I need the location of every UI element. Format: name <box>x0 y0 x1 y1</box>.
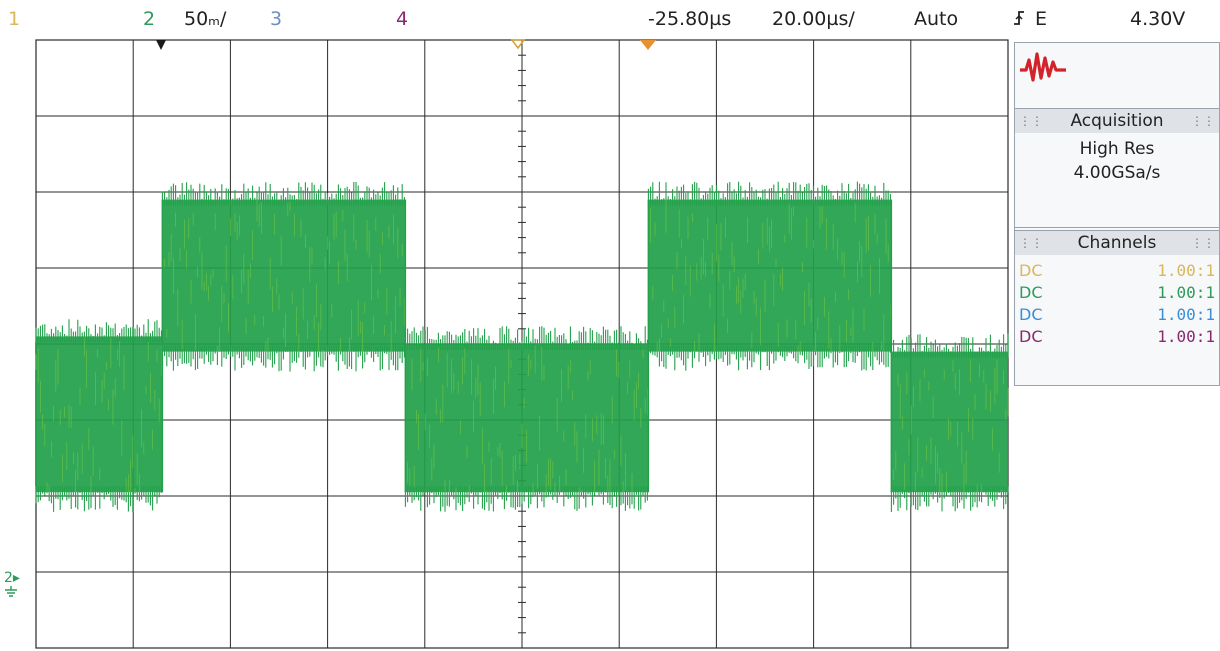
trace-noise <box>161 182 405 372</box>
channel-3-label[interactable]: 3 <box>270 8 283 30</box>
trace-segment <box>405 344 649 493</box>
channels-header[interactable]: ⋮⋮ Channels ⋮⋮ <box>1015 231 1219 255</box>
sample-rate: 4.00GSa/s <box>1073 163 1161 183</box>
status-bar: 1 2 50ₘ/ 3 4 -25.80µs 20.00µs/ Auto E 4.… <box>0 0 1220 40</box>
trace-noise <box>35 319 162 512</box>
probe-ratio: 1.00:1 <box>1157 261 1215 280</box>
waveform-display[interactable] <box>0 0 1010 651</box>
delay-marker-icon[interactable] <box>640 40 656 50</box>
probe-ratio: 1.00:1 <box>1157 327 1215 346</box>
ground-arrow-icon: ▸ <box>12 570 20 586</box>
ground-marker-label: 2 <box>4 570 13 586</box>
channels-title: Channels <box>1077 233 1157 253</box>
grip-icon: ⋮⋮ <box>1019 114 1043 128</box>
probe-ratio: 1.00:1 <box>1157 305 1215 324</box>
trace-segment <box>648 199 892 352</box>
trace-segment <box>891 351 1008 493</box>
channel-coupling: DC <box>1019 261 1043 280</box>
channel-1-label[interactable]: 1 <box>8 8 21 30</box>
grip-icon: ⋮⋮ <box>1191 114 1215 128</box>
ground-marker[interactable]: 2▸ <box>4 570 20 597</box>
grip-icon: ⋮⋮ <box>1019 236 1043 250</box>
grip-icon: ⋮⋮ <box>1191 236 1215 250</box>
acquisition-title: Acquisition <box>1070 111 1164 131</box>
trace-segment <box>36 336 163 493</box>
channel-2-scale[interactable]: 50ₘ/ <box>184 8 227 30</box>
channel-coupling: DC <box>1019 327 1043 346</box>
trace-segment <box>162 199 406 352</box>
trace-noise <box>647 181 891 371</box>
side-panel: ⋮⋮ Acquisition ⋮⋮ High Res 4.00GSa/s ⋮⋮ … <box>1010 42 1220 387</box>
ground-icon <box>5 586 17 597</box>
channel-row-3[interactable]: DC 1.00:1 <box>1015 303 1219 325</box>
channel-row-1[interactable]: DC 1.00:1 <box>1015 259 1219 281</box>
channels-box[interactable]: ⋮⋮ Channels ⋮⋮ DC 1.00:1 DC 1.00:1 DC 1.… <box>1014 230 1220 386</box>
trigger-source[interactable]: E <box>1035 8 1048 30</box>
channel-2-marker-icon[interactable] <box>156 40 166 50</box>
acquisition-box[interactable]: ⋮⋮ Acquisition ⋮⋮ High Res 4.00GSa/s <box>1014 108 1220 228</box>
channel-coupling: DC <box>1019 283 1043 302</box>
channel-coupling: DC <box>1019 305 1043 324</box>
logo-icon <box>1018 48 1068 92</box>
trace-noise-highlight <box>35 337 162 493</box>
horizontal-delay[interactable]: -25.80µs <box>648 8 732 30</box>
trigger-slope-icon[interactable] <box>1012 8 1026 33</box>
timebase-scale[interactable]: 20.00µs/ <box>772 8 855 30</box>
trigger-level[interactable]: 4.30V <box>1130 8 1186 30</box>
channel-row-2[interactable]: DC 1.00:1 <box>1015 281 1219 303</box>
acquisition-mode: High Res <box>1079 139 1155 159</box>
acquisition-header[interactable]: ⋮⋮ Acquisition ⋮⋮ <box>1015 109 1219 133</box>
channel-2-trace <box>35 181 1009 512</box>
channel-2-label[interactable]: 2 <box>143 8 156 30</box>
trigger-mode[interactable]: Auto <box>914 8 959 30</box>
trigger-position-marker-icon[interactable] <box>510 39 526 50</box>
probe-ratio: 1.00:1 <box>1157 283 1215 302</box>
channel-row-4[interactable]: DC 1.00:1 <box>1015 325 1219 347</box>
channel-4-label[interactable]: 4 <box>396 8 409 30</box>
